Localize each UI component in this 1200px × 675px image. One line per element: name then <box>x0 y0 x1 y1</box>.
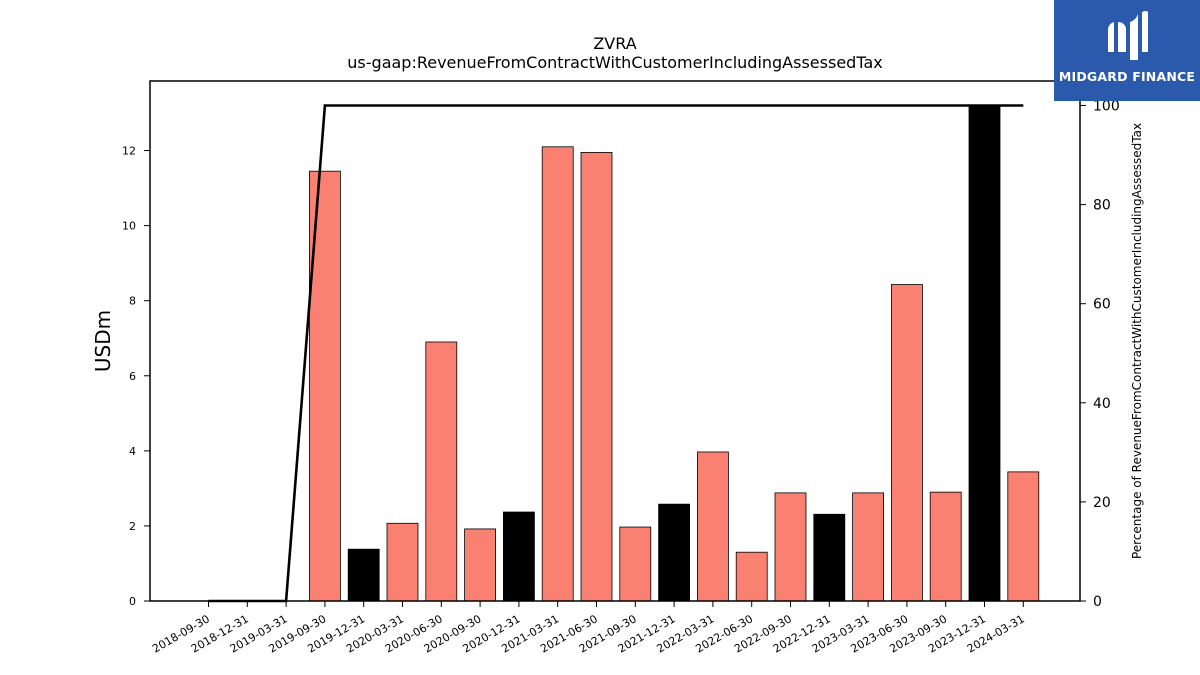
bar-2019-12-31 <box>347 548 380 602</box>
y2-tick-label: 0 <box>1093 594 1102 610</box>
y2-tick-label: 100 <box>1093 99 1120 115</box>
y-axis-label: USDm <box>91 310 115 372</box>
y-tick-label: 0 <box>129 595 136 608</box>
bar-2022-03-31 <box>697 451 729 602</box>
bar-2021-12-31 <box>658 503 690 602</box>
bar-2021-06-30 <box>580 152 613 602</box>
bar-2023-06-30 <box>891 284 923 602</box>
y-tick-label: 10 <box>122 220 136 233</box>
y2-tick-label: 20 <box>1093 495 1111 511</box>
bar-2022-09-30 <box>774 492 807 602</box>
logo-text: MIDGARD FINANCE <box>1058 69 1196 84</box>
y2-tick-label: 60 <box>1093 297 1111 313</box>
y2-tick-label: 80 <box>1093 198 1111 214</box>
y2-axis-label: Percentage of RevenueFromContractWithCus… <box>1130 123 1144 559</box>
midgard-logo-icon <box>1108 11 1148 60</box>
line-group <box>208 104 1024 603</box>
plot-frame <box>149 80 1081 602</box>
bar-2022-12-31 <box>813 513 846 602</box>
y-tick-label: 8 <box>129 295 136 308</box>
bar-2024-03-31 <box>1007 471 1040 602</box>
left-axis-ticks: 0 2 4 6 8 10 12 <box>122 145 150 608</box>
y-tick-label: 4 <box>129 445 136 458</box>
y-tick-label: 2 <box>129 520 136 533</box>
chart-subtitle: us-gaap:RevenueFromContractWithCustomerI… <box>347 53 882 72</box>
y-tick-label: 12 <box>122 145 136 158</box>
bar-2020-06-30 <box>425 341 458 602</box>
bar-2020-09-30 <box>464 528 497 602</box>
bar-2023-12-31 <box>968 105 1001 602</box>
logo-badge: MIDGARD FINANCE <box>1054 0 1200 101</box>
x-axis-ticks: 2018-09-302018-12-312019-03-312019-09-30… <box>150 601 1027 656</box>
bar-2020-12-31 <box>502 511 535 602</box>
bar-2023-09-30 <box>929 491 962 602</box>
bar-2021-09-30 <box>619 526 652 602</box>
y2-tick-label: 40 <box>1093 396 1111 412</box>
chart-title: ZVRA <box>593 34 636 53</box>
percentage-line <box>208 104 1024 603</box>
bar-2023-03-31 <box>852 492 884 602</box>
bars-group <box>308 105 1040 602</box>
bar-2020-03-31 <box>386 522 419 602</box>
y-tick-label: 6 <box>129 370 136 383</box>
bar-2022-06-30 <box>735 551 768 602</box>
bar-2021-03-31 <box>541 146 574 602</box>
right-axis-ticks: 0 20 40 60 80 100 <box>1080 99 1120 610</box>
